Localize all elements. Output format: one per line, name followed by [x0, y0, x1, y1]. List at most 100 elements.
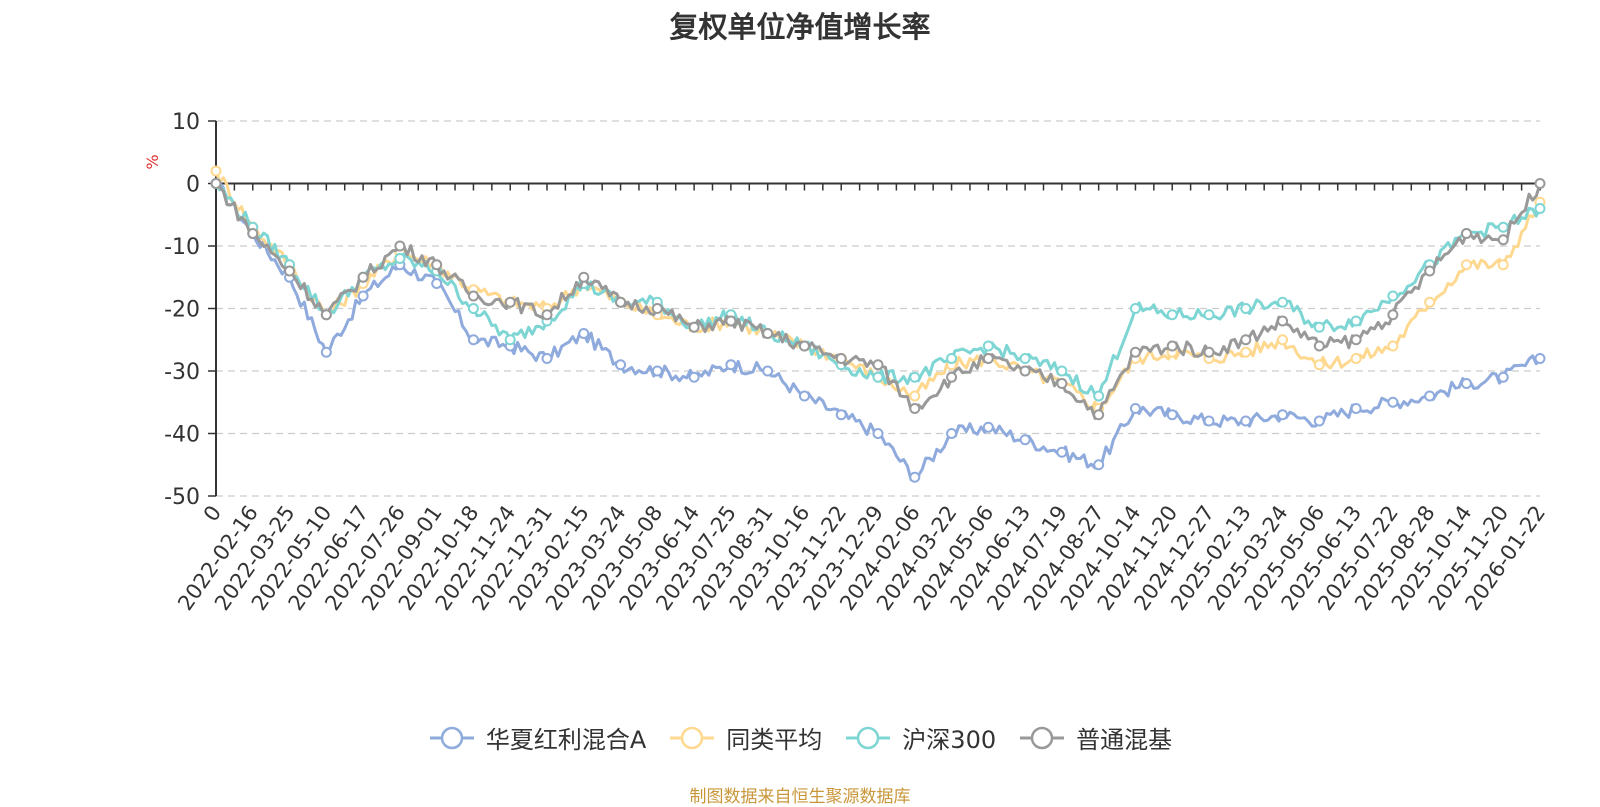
data-point	[394, 240, 406, 252]
data-point	[651, 365, 663, 377]
data-point	[1056, 365, 1068, 377]
legend-symbol-icon	[1020, 726, 1065, 749]
data-point	[1203, 415, 1215, 427]
y-tick-label: -40	[164, 423, 200, 448]
data-point	[1056, 378, 1068, 389]
data-point	[210, 178, 222, 189]
data-point	[467, 303, 479, 314]
data-point	[578, 271, 590, 283]
data-point	[651, 303, 663, 314]
data-point	[909, 471, 921, 483]
data-point	[1350, 334, 1362, 346]
data-point	[1497, 221, 1509, 233]
legend-item[interactable]: 同类平均	[668, 720, 822, 755]
data-point	[431, 278, 443, 289]
data-point	[872, 428, 884, 439]
data-point	[467, 334, 479, 346]
data-point	[688, 371, 700, 383]
data-point	[431, 259, 443, 271]
data-point	[909, 390, 921, 402]
data-point	[467, 290, 479, 302]
data-point	[504, 334, 516, 346]
data-point	[1534, 353, 1546, 364]
series-line-3	[214, 182, 1542, 420]
data-point	[762, 328, 774, 339]
data-point	[725, 359, 737, 371]
data-point	[1277, 315, 1289, 327]
data-point	[946, 428, 958, 439]
data-point	[1093, 390, 1105, 402]
data-point	[835, 409, 847, 421]
legend-item[interactable]: 沪深300	[844, 720, 996, 755]
data-point	[1460, 228, 1472, 239]
data-point	[1313, 359, 1325, 371]
legend-symbol-icon	[846, 726, 891, 749]
data-point	[1203, 309, 1215, 321]
y-tick-label: -50	[164, 485, 200, 510]
data-point	[1093, 409, 1105, 421]
data-point	[1534, 203, 1546, 214]
data-point	[1387, 340, 1399, 352]
data-point	[1166, 309, 1178, 321]
data-point	[578, 328, 590, 339]
legend-label: 同类平均	[726, 726, 823, 754]
data-point	[909, 403, 921, 414]
data-point	[1534, 178, 1546, 189]
data-point	[725, 315, 737, 327]
data-point	[1240, 303, 1252, 314]
data-point	[1203, 346, 1215, 358]
data-point	[1240, 415, 1252, 427]
grid-lines	[216, 120, 1540, 497]
data-point	[1460, 259, 1472, 271]
legend-item[interactable]: 华夏红利混合A	[428, 720, 646, 755]
data-point	[284, 265, 296, 277]
data-point	[1460, 378, 1472, 389]
series-lines	[210, 165, 1546, 483]
data-point	[1313, 321, 1325, 333]
data-point	[872, 359, 884, 371]
data-point	[1277, 409, 1289, 421]
data-point	[541, 309, 553, 321]
data-point	[1019, 365, 1031, 377]
data-point	[1019, 434, 1031, 446]
data-point	[1277, 334, 1289, 346]
data-point	[872, 371, 884, 383]
data-point	[357, 290, 369, 302]
data-point	[320, 309, 332, 321]
data-point	[1497, 371, 1509, 383]
data-point	[1129, 346, 1141, 358]
y-tick-label: 0	[186, 173, 200, 198]
data-point	[210, 165, 222, 177]
data-point	[1424, 265, 1436, 277]
legend-label: 普通混基	[1076, 726, 1173, 754]
data-point	[1424, 296, 1436, 308]
y-tick-label: 10	[172, 110, 200, 135]
data-point	[1129, 403, 1141, 414]
data-point	[1497, 234, 1509, 246]
chart-title: 复权单位净值增长率	[669, 10, 931, 44]
legend-label: 华夏红利混合A	[485, 726, 647, 754]
data-point	[1350, 315, 1362, 327]
data-point	[762, 365, 774, 377]
data-point	[1240, 346, 1252, 358]
data-point	[946, 353, 958, 364]
data-point	[1277, 296, 1289, 308]
y-axis-unit-label: %	[143, 154, 162, 169]
x-tick-label: 0	[199, 501, 226, 526]
data-point	[1093, 459, 1105, 471]
data-point	[835, 353, 847, 364]
data-point	[1350, 353, 1362, 364]
data-point	[798, 340, 810, 352]
y-tick-label: -10	[164, 235, 200, 260]
data-point	[615, 296, 627, 308]
data-point	[1019, 353, 1031, 364]
legend-label: 沪深300	[902, 726, 997, 754]
data-point	[1387, 290, 1399, 302]
legend: 华夏红利混合A 同类平均 沪深300 普通混基	[0, 720, 1600, 755]
data-point	[946, 371, 958, 383]
data-point	[357, 271, 369, 283]
legend-item[interactable]: 普通混基	[1018, 720, 1172, 755]
data-point	[394, 253, 406, 264]
legend-symbol-icon	[429, 726, 474, 749]
